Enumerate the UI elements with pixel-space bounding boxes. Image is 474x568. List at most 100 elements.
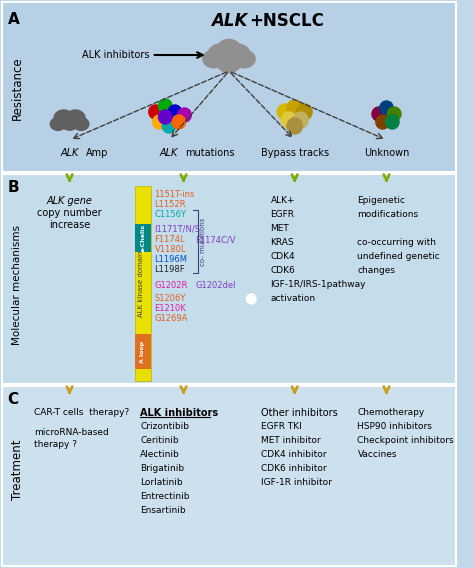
Text: co-occurring with: co-occurring with (357, 238, 437, 247)
Text: Brigatinib: Brigatinib (140, 464, 184, 473)
Circle shape (297, 104, 312, 120)
Circle shape (158, 99, 172, 113)
Text: Crizontibib: Crizontibib (140, 422, 189, 431)
Text: CDK4 inhibitor: CDK4 inhibitor (261, 450, 327, 459)
Circle shape (385, 115, 399, 129)
Text: microRNA-based: microRNA-based (34, 428, 109, 437)
Circle shape (162, 119, 176, 133)
Text: E1210K: E1210K (155, 304, 186, 313)
Text: A: A (8, 12, 19, 27)
Circle shape (380, 101, 393, 115)
Bar (135, 224, 151, 252)
Text: Entrectinib: Entrectinib (140, 492, 190, 501)
Text: G1202del: G1202del (195, 281, 236, 290)
Ellipse shape (218, 53, 241, 73)
Text: L1152R: L1152R (155, 200, 186, 209)
Text: CDK4: CDK4 (271, 252, 295, 261)
Ellipse shape (54, 110, 73, 126)
Text: ALK: ALK (211, 12, 247, 30)
Text: Alectinib: Alectinib (140, 450, 180, 459)
Text: Checkpoint inhibitors: Checkpoint inhibitors (357, 436, 454, 445)
Ellipse shape (208, 44, 235, 66)
Text: Molecular mechanisms: Molecular mechanisms (12, 225, 22, 345)
Text: HSP90 inhibitors: HSP90 inhibitors (357, 422, 432, 431)
Text: MET: MET (271, 224, 289, 233)
Text: increase: increase (49, 220, 90, 230)
Text: S1206Y: S1206Y (155, 294, 186, 303)
Circle shape (287, 100, 302, 116)
Circle shape (178, 108, 191, 122)
Text: F1174L: F1174L (155, 235, 185, 244)
Text: changes: changes (357, 266, 395, 275)
Text: B: B (8, 180, 19, 195)
Text: IGF-1R/IRS-1pathway: IGF-1R/IRS-1pathway (271, 280, 366, 289)
Text: Other inhibitors: Other inhibitors (261, 408, 337, 418)
Text: I1171T/N/S: I1171T/N/S (155, 224, 201, 233)
Text: EGFR TKI: EGFR TKI (261, 422, 301, 431)
Text: Epigenetic: Epigenetic (357, 196, 405, 205)
FancyBboxPatch shape (2, 174, 456, 384)
FancyBboxPatch shape (2, 2, 456, 172)
Text: co- mutations: co- mutations (200, 218, 206, 266)
Circle shape (153, 115, 166, 129)
Text: mutations: mutations (185, 148, 235, 158)
Text: CDK6: CDK6 (271, 266, 295, 275)
Text: ALK gene: ALK gene (46, 196, 92, 206)
Text: C: C (8, 392, 19, 407)
Text: ALK+: ALK+ (271, 196, 295, 205)
Text: Bypass tracks: Bypass tracks (261, 148, 329, 158)
Text: ALK inhibitors: ALK inhibitors (82, 50, 150, 60)
Circle shape (376, 115, 389, 129)
Text: Chemotherapy: Chemotherapy (357, 408, 425, 417)
Text: +NSCLC: +NSCLC (249, 12, 324, 30)
Text: modifications: modifications (357, 210, 419, 219)
Text: Unknown: Unknown (364, 148, 409, 158)
Text: L1196M: L1196M (155, 255, 188, 264)
Text: F1174C/V: F1174C/V (195, 235, 236, 244)
Text: A loop: A loop (140, 340, 146, 362)
Circle shape (293, 112, 308, 128)
Text: 1151T-ins: 1151T-ins (155, 190, 195, 199)
Text: Vaccines: Vaccines (357, 450, 397, 459)
Text: G1269A: G1269A (155, 314, 188, 323)
Text: ALK kinase domain: ALK kinase domain (138, 250, 144, 317)
Text: undefined genetic: undefined genetic (357, 252, 440, 261)
Text: ALK: ALK (160, 148, 178, 158)
Text: Lorlatinib: Lorlatinib (140, 478, 182, 487)
Ellipse shape (218, 39, 241, 59)
Bar (135, 186, 151, 381)
Text: ALK: ALK (60, 148, 79, 158)
Text: V1180L: V1180L (155, 245, 186, 254)
Circle shape (277, 104, 293, 120)
Text: G1202R: G1202R (155, 281, 188, 290)
Ellipse shape (61, 116, 78, 130)
Text: MET inhibitor: MET inhibitor (261, 436, 320, 445)
Text: Ensartinib: Ensartinib (140, 506, 186, 515)
Ellipse shape (203, 50, 224, 68)
FancyBboxPatch shape (2, 386, 456, 566)
Circle shape (172, 115, 185, 129)
Ellipse shape (66, 110, 85, 126)
Ellipse shape (234, 50, 255, 68)
Circle shape (168, 105, 182, 119)
Text: CDK6 inhibitor: CDK6 inhibitor (261, 464, 327, 473)
Text: a-Chelix: a-Chelix (140, 224, 146, 252)
Circle shape (149, 105, 162, 119)
Bar (135, 334, 151, 369)
Ellipse shape (50, 118, 66, 131)
Text: ALK inhibitors: ALK inhibitors (140, 408, 218, 418)
Text: Treatment: Treatment (11, 440, 24, 500)
Text: KRAS: KRAS (271, 238, 294, 247)
Ellipse shape (73, 118, 89, 131)
Circle shape (281, 112, 297, 128)
Text: copy number: copy number (37, 208, 102, 218)
Circle shape (372, 107, 385, 121)
Circle shape (287, 118, 302, 134)
Text: Amp: Amp (86, 148, 109, 158)
Text: Resistance: Resistance (11, 56, 24, 120)
Text: EGFR: EGFR (271, 210, 294, 219)
Text: C1156Y: C1156Y (155, 210, 187, 219)
Text: L1198F: L1198F (155, 265, 185, 274)
Ellipse shape (223, 44, 250, 66)
Text: IGF-1R inhibitor: IGF-1R inhibitor (261, 478, 332, 487)
